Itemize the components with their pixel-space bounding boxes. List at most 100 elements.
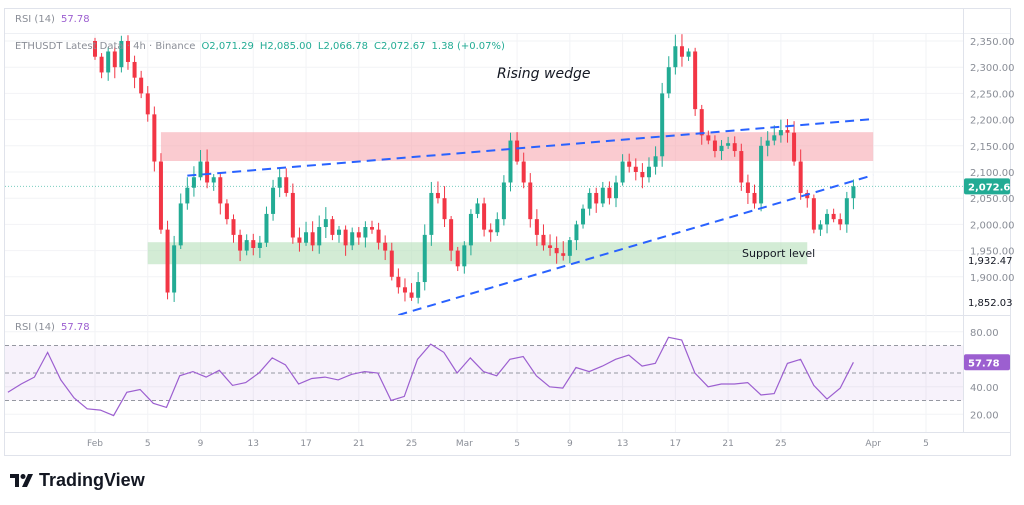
high-value: H2,085.00 <box>259 41 312 52</box>
symbol-name: ETHUSDT Latest Data · 4h · Binance <box>15 41 196 52</box>
candle-body <box>508 140 513 183</box>
candle-body <box>435 192 440 199</box>
lower-trendline[interactable] <box>398 174 874 315</box>
candle-body <box>838 219 843 225</box>
indicator-name: RSI (14) <box>15 14 55 25</box>
candle-body <box>422 234 427 283</box>
tradingview-logo-icon <box>10 473 33 487</box>
candle-body <box>844 198 849 225</box>
candle-body <box>376 229 381 243</box>
candle-body <box>600 187 605 204</box>
candle-body <box>495 219 500 233</box>
candle-body <box>739 151 744 183</box>
time-label: 5 <box>923 439 929 449</box>
candle-body <box>271 187 276 214</box>
candle-body <box>567 240 572 256</box>
candle-body <box>402 287 407 293</box>
candle-body <box>251 240 256 248</box>
candle-body <box>633 166 638 172</box>
candle-body <box>811 198 816 230</box>
candle-body <box>178 203 183 246</box>
candle-body <box>337 229 342 235</box>
time-label: 5 <box>145 439 151 449</box>
candle-body <box>125 41 130 62</box>
price-tick: 1,950.00 <box>970 247 1015 258</box>
rsi-pane <box>5 336 963 417</box>
candle-body <box>198 161 203 178</box>
rsi-value: 57.78 <box>60 322 90 333</box>
candle-body <box>745 182 750 193</box>
open-value: O2,071.29 <box>201 41 254 52</box>
candle-body <box>455 250 460 267</box>
candle-body <box>264 213 269 243</box>
candle-body <box>614 182 619 199</box>
candle-body <box>106 51 111 73</box>
candle-body <box>594 192 599 204</box>
axes: Feb 5 9 13 17 21 25 Mar 5 9 13 17 21 25 Apr 5 2,350.00 2,… <box>87 37 1017 449</box>
candle-body <box>554 247 559 254</box>
candle-body <box>515 140 520 162</box>
candle-body <box>191 177 196 188</box>
top-indicator-legend[interactable]: RSI (14) 57.78 <box>15 14 90 25</box>
candle-body <box>541 234 546 246</box>
candle-body <box>561 253 566 256</box>
high-marker-label: 1,932.47 <box>968 256 1013 267</box>
price-tick: 2,350.00 <box>970 37 1015 48</box>
candle-body <box>185 187 190 204</box>
candle-body <box>323 219 328 228</box>
candle-body <box>231 219 236 235</box>
candle-body <box>290 192 295 238</box>
rsi-legend[interactable]: RSI (14) 57.78 <box>15 322 90 333</box>
candle-body <box>343 229 348 246</box>
change-value: 1.38 (+0.07%) <box>431 41 505 52</box>
candle-body <box>356 232 361 238</box>
candle-body <box>468 213 473 246</box>
candle-body <box>528 182 533 220</box>
candle-body <box>475 203 480 214</box>
time-label: 13 <box>248 439 259 449</box>
time-label: Mar <box>456 439 473 449</box>
trendlines[interactable] <box>187 118 874 315</box>
candle-body <box>158 161 163 230</box>
candle-body <box>369 227 374 230</box>
rsi-line <box>7 336 854 417</box>
candle-body <box>442 198 447 220</box>
time-label: 5 <box>514 439 520 449</box>
symbol-legend[interactable]: ETHUSDT Latest Data · 4h · Binance O2,071… <box>15 41 505 52</box>
candle-body <box>574 224 579 241</box>
upper-trendline[interactable] <box>187 118 874 177</box>
rising-wedge-label: Rising wedge <box>497 66 590 82</box>
candle-body <box>310 232 315 246</box>
candles <box>93 34 856 304</box>
rsi-tick: 80.00 <box>970 328 999 339</box>
candle-body <box>581 208 586 225</box>
candle-body <box>304 232 309 243</box>
candle-body <box>818 224 823 230</box>
candle-body <box>119 41 124 68</box>
candle-body <box>693 51 698 110</box>
candle-body <box>330 219 335 235</box>
candle-body <box>224 203 229 220</box>
low-value: L2,066.78 <box>317 41 369 52</box>
last-price-label: 2,072.67 <box>968 182 1017 193</box>
candle-body <box>587 192 592 209</box>
time-label: 25 <box>775 439 786 449</box>
close-value: C2,072.67 <box>374 41 426 52</box>
candle-body <box>640 172 645 178</box>
candle-body <box>686 51 691 57</box>
rsi-tick: 40.00 <box>970 383 999 394</box>
candle-body <box>165 229 170 293</box>
candle-body <box>726 143 731 146</box>
candle-body <box>284 177 289 193</box>
price-tick: 2,150.00 <box>970 142 1015 153</box>
candle-body <box>211 177 216 183</box>
candle-body <box>607 187 612 199</box>
low-marker-label: 1,852.03 <box>968 298 1013 309</box>
candle-body <box>706 135 711 141</box>
candle-body <box>620 161 625 183</box>
candle-body <box>699 109 704 136</box>
candle-body <box>396 276 401 288</box>
tradingview-logo[interactable]: TradingView <box>10 470 145 491</box>
candle-body <box>429 192 434 235</box>
